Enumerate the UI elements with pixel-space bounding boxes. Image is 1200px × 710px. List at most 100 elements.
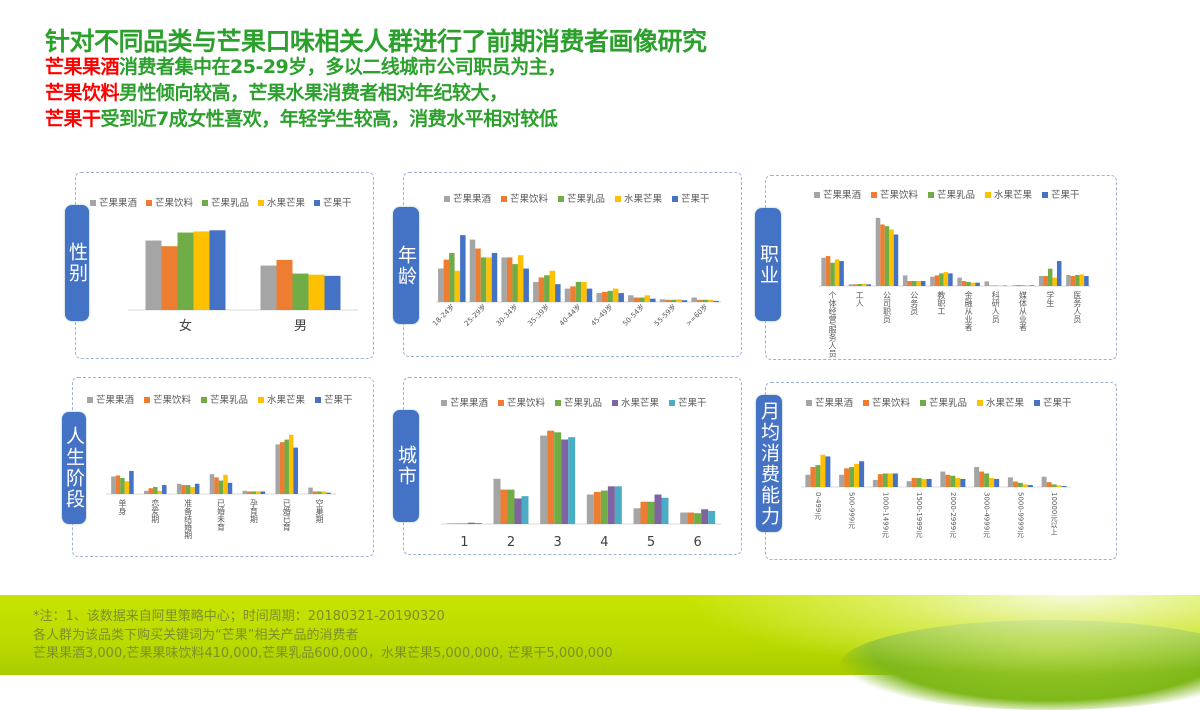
category-label: 恋爱期: [151, 498, 160, 524]
legend-label: 芒果乳品: [937, 189, 975, 201]
bar: [862, 283, 867, 286]
category-label: 4: [600, 535, 608, 550]
bar: [326, 492, 331, 494]
category-label: 5000-9999元: [1016, 492, 1024, 538]
category-label: 科研人员: [991, 290, 1000, 324]
bar: [713, 300, 719, 302]
category-label: 空巢期: [315, 498, 324, 524]
legend-swatch: [871, 192, 877, 198]
bar: [517, 255, 524, 302]
category-label: 50-54岁: [621, 302, 647, 328]
legend-label: 芒果乳品: [211, 197, 249, 209]
bar: [501, 257, 507, 302]
category-label: 35-39岁: [526, 302, 552, 328]
category-label: 45-49岁: [589, 302, 615, 328]
bar: [820, 454, 826, 487]
bar: [148, 488, 154, 494]
category-label: 6: [694, 535, 702, 550]
bar: [120, 478, 125, 494]
category-label: 媒体从业者: [1019, 291, 1028, 332]
bar: [880, 224, 885, 286]
legend-label: 水果芒果: [267, 394, 306, 406]
legend-swatch: [1034, 400, 1040, 406]
bar: [970, 282, 976, 286]
bar: [875, 217, 881, 286]
legend-label: 芒果乳品: [567, 193, 605, 205]
legend-swatch: [814, 192, 820, 198]
legend-label: 芒果饮料: [510, 193, 549, 205]
bar: [521, 496, 529, 524]
bar: [979, 471, 985, 487]
bar: [1075, 275, 1080, 286]
bar: [906, 481, 912, 487]
bar: [810, 467, 816, 487]
bar: [276, 259, 293, 310]
bar: [1084, 276, 1089, 286]
bar: [694, 513, 702, 524]
bar: [321, 491, 327, 494]
category-label: 女: [179, 318, 192, 334]
legend-label: 芒果果酒: [453, 193, 492, 205]
bar: [893, 234, 899, 286]
category-label: 5: [647, 535, 655, 550]
bar: [554, 432, 562, 524]
bar: [911, 477, 917, 487]
legend-swatch: [615, 196, 621, 202]
bar: [284, 439, 289, 494]
panel-label-occupation: 职业: [755, 208, 781, 321]
bar: [547, 430, 555, 524]
bar: [989, 477, 995, 487]
category-label: 孕育期: [249, 499, 258, 524]
bar: [568, 437, 576, 524]
legend-swatch: [612, 400, 618, 406]
legend-label: 芒果饮料: [872, 397, 911, 409]
bar: [884, 226, 890, 286]
bar: [1012, 481, 1018, 487]
bar: [1079, 274, 1085, 286]
category-label: 个体经营/服务人员: [828, 291, 837, 359]
bar: [1011, 285, 1017, 286]
legend-swatch: [444, 196, 450, 202]
category-label: 3000-4999元: [983, 492, 991, 538]
bar: [209, 474, 215, 494]
bar: [633, 508, 641, 524]
bar: [474, 523, 482, 524]
bar: [696, 299, 703, 302]
bar: [640, 501, 648, 524]
bar: [661, 497, 669, 524]
legend-label: 芒果乳品: [929, 397, 967, 409]
summary-highlight: 芒果饮料: [45, 82, 120, 104]
bar: [460, 235, 466, 302]
bar: [260, 491, 266, 494]
legend-swatch: [672, 196, 678, 202]
summary-line-1: 芒果果酒消费者集中在25-29岁，多以二线城市公司职员为主，: [45, 52, 566, 79]
bar: [848, 284, 854, 286]
legend-label: 芒果干: [681, 193, 710, 205]
legend-swatch: [144, 397, 150, 403]
bar: [292, 273, 309, 310]
legend-swatch: [920, 400, 926, 406]
summary-text: 受到近7成女性喜欢，年轻学生较高，消费水平相对较低: [100, 108, 558, 130]
page-title: 针对不同品类与芒果口味相关人群进行了前期消费者画像研究: [45, 27, 707, 56]
bar: [177, 232, 194, 310]
bar: [288, 434, 294, 494]
chart-panel-gender: 芒果果酒 芒果饮料 芒果乳品 水果芒果 芒果干女 男: [75, 172, 374, 359]
bar: [600, 490, 608, 524]
legend-swatch: [1042, 192, 1048, 198]
bar: [670, 299, 677, 302]
bar: [882, 473, 888, 487]
bar: [193, 231, 210, 310]
footnote-line-2: 各人群为该品类下购买关键词为“芒果”相关产品的消费者: [33, 628, 359, 643]
chart-panel-city: 芒果果酒 芒果饮料 芒果乳品 水果芒果 芒果干 1 2 3 4 5 6: [403, 377, 742, 555]
bar: [633, 297, 640, 302]
bar: [575, 281, 582, 302]
bar: [538, 277, 545, 302]
bar: [214, 477, 219, 494]
bar: [454, 270, 461, 302]
bar: [512, 264, 518, 302]
bar: [1002, 285, 1008, 286]
bar: [665, 299, 671, 302]
bar: [614, 486, 622, 524]
bar: [1061, 486, 1067, 487]
bar: [960, 478, 966, 487]
